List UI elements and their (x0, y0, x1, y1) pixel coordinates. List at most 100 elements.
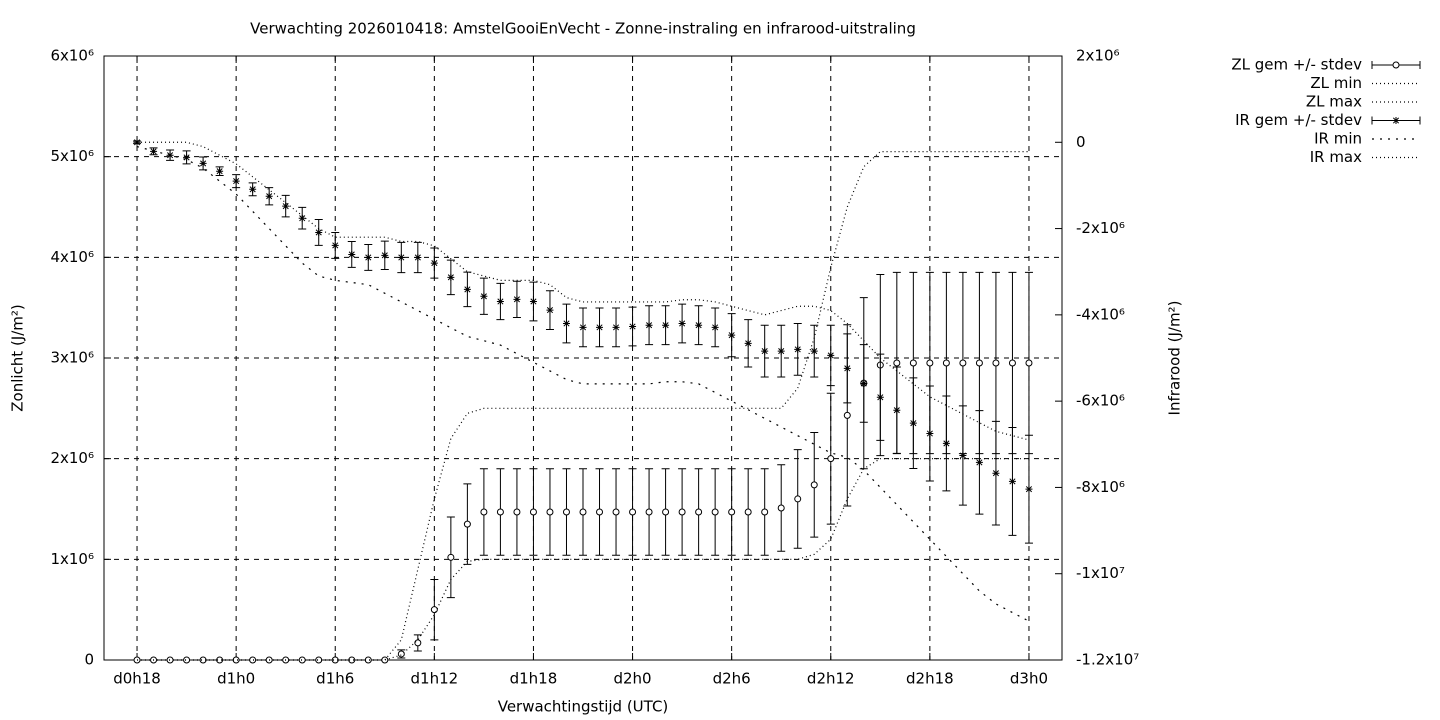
marker (695, 321, 703, 329)
y2-tick-label: -1.2x10⁷ (1076, 651, 1139, 669)
marker (480, 508, 488, 516)
marker (199, 656, 207, 664)
marker (926, 430, 934, 437)
marker (216, 167, 224, 175)
marker (496, 297, 504, 305)
marker (562, 508, 570, 516)
marker (959, 452, 967, 460)
y-tick-label: 3x10⁶ (50, 349, 94, 367)
marker (397, 253, 405, 261)
marker (529, 297, 537, 305)
marker (761, 347, 769, 355)
marker (133, 138, 141, 146)
marker (662, 508, 670, 516)
marker (761, 508, 769, 516)
marker (860, 379, 868, 387)
marker (463, 520, 471, 528)
marker (166, 656, 174, 664)
marker (1008, 359, 1016, 367)
x-axis-label: Verwachtingstijd (UTC) (498, 698, 669, 716)
marker (612, 323, 620, 331)
marker (1025, 359, 1033, 367)
marker (975, 359, 983, 367)
y2-tick-label: -8x10⁶ (1076, 478, 1125, 496)
marker (414, 639, 422, 647)
marker (942, 439, 950, 447)
marker (579, 323, 587, 331)
marker (893, 359, 901, 367)
marker (612, 508, 620, 516)
marker (579, 508, 587, 516)
marker (662, 321, 670, 329)
legend-marker (1392, 61, 1400, 69)
marker (744, 339, 752, 347)
marker (166, 151, 174, 159)
marker (183, 656, 191, 664)
x-tick-label: d3h0 (1010, 670, 1048, 688)
marker (992, 469, 1000, 477)
chart-title: Verwachting 2026010418: AmstelGooiEnVech… (250, 20, 916, 38)
marker (364, 656, 372, 664)
y2-tick-label: -2x10⁶ (1076, 219, 1125, 237)
marker (430, 259, 438, 267)
marker (777, 504, 785, 512)
x-tick-label: d1h12 (411, 670, 459, 688)
y2-axis-label: Infrarood (J/m²) (1166, 301, 1184, 416)
marker (629, 323, 637, 331)
marker (728, 508, 736, 516)
marker (942, 359, 950, 367)
y-tick-label: 0 (84, 651, 94, 669)
marker (678, 319, 686, 327)
legend-label: IR max (1310, 148, 1362, 166)
y2-tick-label: -1x10⁷ (1076, 564, 1125, 582)
marker (315, 656, 323, 664)
marker (529, 508, 537, 516)
legend-marker (1392, 117, 1400, 124)
marker (777, 347, 785, 355)
marker (315, 228, 323, 236)
marker (645, 321, 653, 329)
y2-tick-label: 0 (1076, 133, 1086, 151)
marker (695, 508, 703, 516)
marker (959, 359, 967, 367)
marker (827, 455, 835, 463)
marker (992, 359, 1000, 367)
marker (447, 273, 455, 281)
y-axis-label: Zonlicht (J/m²) (9, 304, 27, 412)
marker (348, 250, 356, 258)
x-tick-label: d2h0 (613, 670, 651, 688)
marker (216, 656, 224, 664)
marker (794, 495, 802, 503)
marker (728, 331, 736, 339)
legend-label: IR min (1314, 130, 1362, 148)
marker (232, 177, 240, 185)
marker (430, 606, 438, 614)
marker (546, 306, 554, 314)
marker (364, 253, 372, 261)
marker (397, 650, 405, 658)
marker (909, 419, 917, 427)
legend-label: ZL max (1306, 93, 1362, 111)
marker (199, 159, 207, 167)
y-tick-label: 6x10⁶ (50, 47, 94, 65)
plot-frame (103, 55, 1063, 661)
marker (331, 656, 339, 664)
legend-label: ZL gem +/- stdev (1231, 56, 1362, 74)
x-tick-label: d2h12 (807, 670, 855, 688)
marker (678, 508, 686, 516)
marker (381, 251, 389, 259)
marker (876, 393, 884, 401)
marker (629, 508, 637, 516)
marker (810, 347, 818, 355)
marker (381, 656, 389, 664)
marker (232, 656, 240, 664)
x-tick-label: d1h6 (316, 670, 354, 688)
marker (975, 458, 983, 466)
marker (926, 359, 934, 367)
y-tick-label: 4x10⁶ (50, 248, 94, 266)
y2-tick-label: 2x10⁶ (1076, 47, 1120, 65)
marker (546, 508, 554, 516)
y-tick-label: 5x10⁶ (50, 147, 94, 165)
marker (265, 192, 273, 200)
